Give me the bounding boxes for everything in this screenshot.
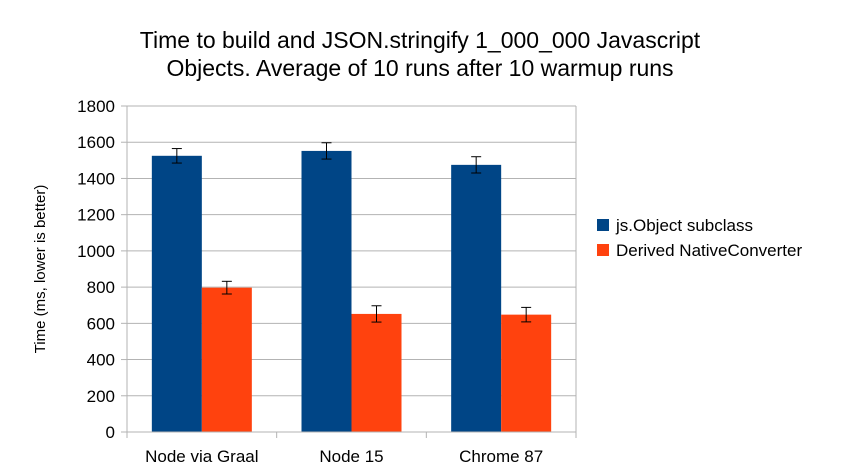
bar-js-object-subclass [151, 155, 202, 433]
y-axis-ticks: 0 200 400 600 800 1000 1200 1400 1600 1800 [77, 97, 127, 442]
chart-title-line-2: Objects. Average of 10 runs after 10 war… [166, 55, 673, 81]
y-tick-label: 1800 [77, 97, 115, 116]
legend-swatch [597, 244, 609, 256]
bar-derived-nativeconverter [501, 314, 552, 432]
x-tick-label: Node via Graal [145, 447, 258, 466]
legend-label: Derived NativeConverter [616, 241, 802, 260]
y-tick-label: 800 [87, 278, 115, 297]
y-tick-label: 0 [106, 423, 115, 442]
bar-derived-nativeconverter [201, 287, 252, 432]
legend: js.Object subclass Derived NativeConverte… [597, 216, 802, 260]
bar-js-object-subclass [451, 164, 502, 432]
bar-js-object-subclass [301, 150, 352, 432]
x-tick-label: Chrome 87 [459, 447, 543, 466]
y-tick-label: 400 [87, 351, 115, 370]
axes [126, 106, 577, 433]
error-bars [171, 142, 532, 323]
y-tick-label: 1000 [77, 242, 115, 261]
legend-label: js.Object subclass [615, 216, 753, 235]
y-tick-label: 600 [87, 314, 115, 333]
x-tick-label: Node 15 [319, 447, 383, 466]
y-axis-label: Time (ms, lower is better) [32, 185, 49, 354]
legend-swatch [597, 219, 609, 231]
y-tick-label: 1200 [77, 206, 115, 225]
chart-title: Time to build and JSON.stringify 1_000_0… [140, 27, 701, 81]
y-tick-label: 1600 [77, 133, 115, 152]
chart-title-line-1: Time to build and JSON.stringify 1_000_0… [140, 27, 701, 53]
y-tick-label: 200 [87, 387, 115, 406]
x-axis-ticks: Node via Graal Node 15 Chrome 87 [126, 432, 577, 466]
bar-derived-nativeconverter [351, 313, 402, 432]
y-tick-label: 1400 [77, 169, 115, 188]
bars [151, 150, 552, 433]
